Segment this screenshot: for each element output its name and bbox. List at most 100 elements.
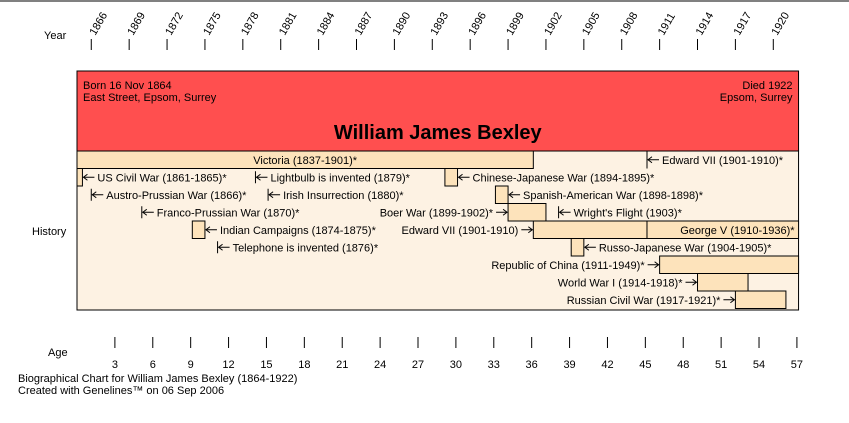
event-arrowhead — [692, 278, 698, 286]
event-arrowhead — [508, 191, 514, 199]
event-bar — [494, 185, 509, 204]
age-tick-label: 27 — [412, 359, 424, 371]
event-arrowhead — [730, 296, 736, 304]
event-item: George V (1910-1936)* — [646, 220, 800, 239]
event-label: Franco-Prussian War (1870)* — [157, 207, 300, 219]
age-tick-label: 15 — [260, 359, 272, 371]
event-arrowhead — [584, 243, 590, 251]
year-tick-label: 1920 — [769, 10, 792, 37]
person-name: William James Bexley — [334, 122, 543, 144]
event-label: US Civil War (1861-1865)* — [97, 172, 227, 184]
year-tick-label: 1881 — [277, 10, 300, 37]
year-tick-label: 1902 — [542, 10, 565, 37]
event-item: Irish Insurrection (1880)* — [267, 188, 404, 202]
event-item: Franco-Prussian War (1870)* — [141, 206, 300, 219]
event-arrowhead — [502, 208, 508, 216]
event-item: Wright's Flight (1903)* — [558, 206, 683, 219]
footer-caption: Biographical Chart for William James Bex… — [18, 373, 298, 385]
event-bar — [570, 238, 585, 257]
event-arrowhead — [647, 156, 653, 164]
year-tick-label: 1878 — [239, 10, 262, 37]
year-axis-label: Year — [44, 30, 67, 42]
age-tick-label: 9 — [188, 359, 194, 371]
year-tick-label: 1917 — [732, 10, 755, 37]
event-bar — [646, 220, 800, 239]
event-label: Russo-Japanese War (1904-1905)* — [599, 242, 772, 254]
event-item: Republic of China (1911-1949)* — [491, 255, 800, 274]
age-axis: 3 6 9 12 15 18 21 24 27 30 33 36 39 42 45 48 51 54 57 — [112, 337, 803, 371]
event-label: Wright's Flight (1903)* — [574, 207, 683, 219]
year-tick-label: 1875 — [201, 10, 224, 37]
year-tick-label: 1866 — [87, 10, 110, 37]
event-label: Boer War (1899-1902)* — [380, 207, 494, 219]
event-item: Indian Campaigns (1874-1875)* — [191, 220, 377, 239]
event-label: Republic of China (1911-1949)* — [491, 260, 645, 272]
born-place: East Street, Epsom, Surrey — [83, 92, 217, 104]
year-tick-label: 1908 — [618, 10, 641, 37]
age-tick-label: 39 — [563, 359, 575, 371]
age-tick-label: 30 — [450, 359, 462, 371]
age-tick-label: 12 — [222, 359, 234, 371]
event-bar — [697, 273, 749, 292]
event-arrowhead — [141, 208, 148, 216]
event-item: Edward VII (1901-1910)* — [646, 151, 784, 169]
event-label: Lightbulb is invented (1879)* — [270, 172, 410, 184]
event-arrowhead — [82, 173, 88, 181]
event-label: Telephone is invented (1876)* — [233, 242, 379, 254]
age-tick-label: 57 — [791, 359, 803, 371]
event-item: US Civil War (1861-1865)* — [76, 168, 227, 187]
year-tick-label: 1872 — [163, 10, 186, 37]
event-label: Edward VII (1901-1910)* — [662, 155, 784, 167]
event-item: Chinese-Japanese War (1894-1895)* — [444, 168, 656, 187]
event-arrowhead — [528, 226, 534, 234]
age-tick-label: 42 — [601, 359, 613, 371]
event-label: Spanish-American War (1898-1898)* — [523, 190, 704, 202]
event-arrowhead — [268, 191, 274, 199]
event-bar — [532, 220, 648, 239]
history-label: History — [32, 226, 67, 238]
event-label: Indian Campaigns (1874-1875)* — [220, 225, 377, 237]
year-tick-label: 1896 — [466, 10, 489, 37]
age-tick-label: 3 — [112, 359, 118, 371]
event-item: Lightbulb is invented (1879)* — [254, 171, 411, 184]
person-bar — [76, 70, 800, 152]
age-tick-label: 54 — [753, 359, 765, 371]
event-label: Irish Insurrection (1880)* — [283, 190, 404, 202]
event-item: Russian Civil War (1917-1921)* — [567, 290, 787, 309]
event-arrowhead — [558, 208, 564, 216]
event-item: Spanish-American War (1898-1898)* — [494, 185, 704, 204]
year-tick-label: 1887 — [353, 10, 376, 37]
history-events: Victoria (1837-1901)* Edward VII (1901-19… — [76, 150, 800, 309]
age-tick-label: 48 — [677, 359, 689, 371]
event-item: Russo-Japanese War (1904-1905)* — [570, 238, 772, 257]
year-tick-label: 1890 — [391, 10, 414, 37]
event-label: Russian Civil War (1917-1921)* — [567, 295, 721, 307]
year-axis: 1866 1869 1872 1875 1878 1881 1884 1887 1890 1893… — [87, 10, 792, 50]
event-label: World War I (1914-1918)* — [558, 277, 683, 289]
event-label: Chinese-Japanese War (1894-1895)* — [473, 172, 656, 184]
age-tick-label: 36 — [526, 359, 538, 371]
year-tick-label: 1905 — [580, 10, 603, 37]
event-label: Austro-Prussian War (1866)* — [106, 190, 247, 202]
footer-credit: Created with Genelines™ on 06 Sep 2006 — [18, 385, 225, 397]
event-bar — [507, 203, 547, 222]
event-arrowhead — [217, 243, 223, 251]
year-tick-label: 1899 — [504, 10, 527, 37]
year-tick-label: 1884 — [315, 10, 338, 37]
year-tick-label: 1893 — [428, 10, 451, 37]
event-bar — [444, 168, 459, 187]
age-tick-label: 45 — [639, 359, 651, 371]
event-item: Edward VII (1901-1910) — [402, 220, 648, 239]
event-arrowhead — [91, 191, 97, 199]
age-tick-label: 51 — [715, 359, 727, 371]
event-bar — [76, 168, 83, 187]
age-tick-label: 33 — [488, 359, 500, 371]
age-axis-label: Age — [48, 347, 68, 359]
born-date: Born 16 Nov 1864 — [83, 80, 172, 92]
event-item: World War I (1914-1918)* — [558, 273, 749, 292]
event-bar — [191, 220, 206, 239]
event-bar — [659, 255, 800, 274]
event-bar — [734, 290, 787, 309]
age-tick-label: 21 — [336, 359, 348, 371]
